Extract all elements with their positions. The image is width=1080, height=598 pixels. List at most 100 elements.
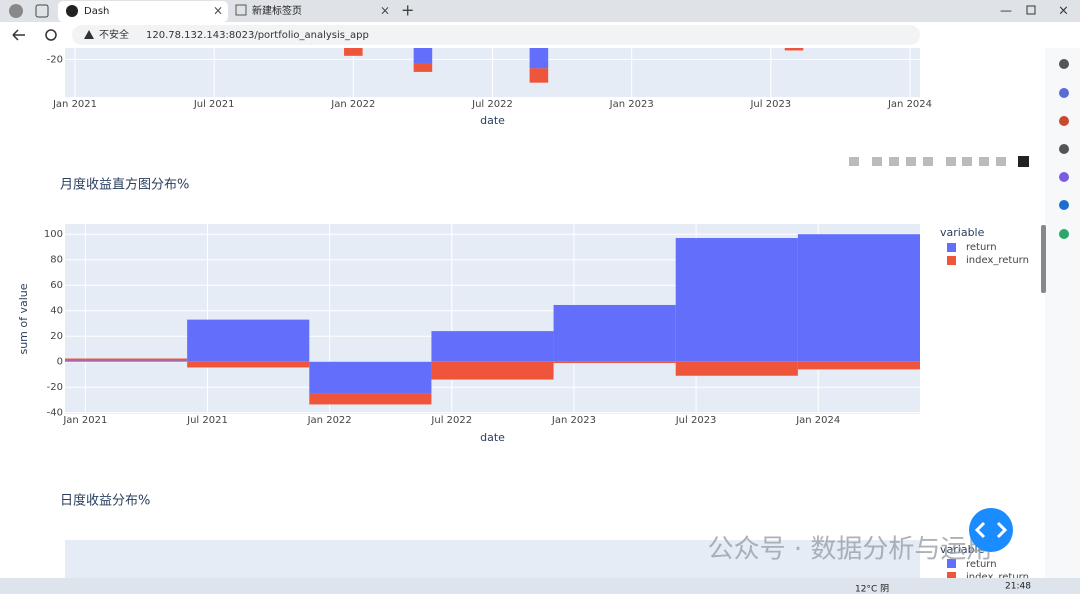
sidebar — [1045, 48, 1080, 578]
modebar-button[interactable] — [906, 157, 916, 166]
icon[interactable] — [1059, 200, 1069, 210]
back[interactable] — [12, 29, 25, 41]
clock: 21:48 — [1005, 582, 1031, 592]
icon[interactable] — [1059, 144, 1069, 154]
modebar-button[interactable] — [872, 157, 882, 166]
icon[interactable] — [1059, 88, 1069, 98]
tab-bar — [0, 0, 1080, 22]
x-tick-label: Jul 2023 — [749, 99, 791, 110]
bar — [413, 62, 433, 72]
bar — [553, 304, 676, 362]
plotly-logo[interactable] — [1018, 156, 1029, 167]
icon[interactable] — [1059, 172, 1069, 182]
x-tick-label: Jan 2024 — [795, 415, 840, 426]
modebar-button[interactable] — [996, 157, 1006, 166]
modebar — [849, 156, 1029, 167]
watermark: 公众号 · 数据分析与运用 — [708, 535, 993, 565]
weather: 12°C 阴 — [855, 584, 889, 595]
code-icon — [974, 521, 1008, 539]
y-tick-label: 80 — [50, 255, 63, 266]
icon[interactable] — [1059, 229, 1069, 239]
y-tick-label: 40 — [50, 306, 63, 317]
legend-title: variable — [940, 226, 985, 239]
sidebar-icons — [1059, 59, 1069, 239]
x-axis-label: date — [480, 114, 505, 127]
bar — [553, 361, 676, 363]
plot-bg — [65, 540, 920, 580]
scrollbar[interactable] — [1041, 225, 1046, 293]
y-tick-label: -20 — [47, 54, 63, 65]
x-tick-label: Jul 2021 — [193, 99, 235, 110]
x-tick-label: Jan 2022 — [330, 99, 375, 110]
bar — [431, 331, 554, 362]
modebar-button[interactable] — [979, 157, 989, 166]
maximize[interactable] — [1026, 5, 1036, 15]
y-tick-label: -20 — [47, 382, 63, 393]
new-tab[interactable]: + — [401, 1, 414, 20]
close-window[interactable]: × — [1058, 4, 1069, 19]
bar — [529, 68, 549, 83]
close[interactable]: × — [213, 4, 223, 18]
x-tick-label: Jan 2021 — [52, 99, 97, 110]
x-tick-label: Jul 2022 — [471, 99, 513, 110]
bar — [187, 319, 310, 362]
bar — [797, 361, 920, 370]
bar — [675, 238, 798, 362]
y-axis-label: sum of value — [17, 283, 30, 354]
tab-title: 新建标签页 — [252, 4, 302, 17]
x-tick-label: Jan 2021 — [62, 415, 107, 426]
legend-label: return — [966, 559, 997, 570]
dash-app: -20 Jan 2021 Jul 2021 Jan 2022 Jul 2022 Jan 2… — [17, 20, 1029, 444]
x-tick-label: Jan 2023 — [551, 415, 596, 426]
bar — [187, 361, 310, 368]
address-bar[interactable] — [72, 25, 920, 45]
x-tick-label: Jul 2023 — [675, 415, 717, 426]
x-tick-label: Jul 2022 — [430, 415, 472, 426]
favicon — [66, 5, 78, 17]
legend-swatch — [947, 256, 956, 265]
bar — [431, 361, 554, 380]
chart-title: 月度收益直方图分布% — [60, 177, 189, 193]
icon[interactable] — [1059, 116, 1069, 126]
tab-title: Dash — [84, 6, 109, 17]
x-tick-label: Jan 2022 — [307, 415, 352, 426]
warning-icon — [84, 30, 94, 39]
bar — [675, 361, 798, 376]
bar — [65, 360, 188, 362]
float-button[interactable] — [969, 508, 1013, 552]
bar — [797, 234, 920, 362]
y-tick-label: -40 — [47, 408, 63, 419]
url: 120.78.132.143:8023/portfolio_analysis_a… — [146, 30, 369, 41]
y-tick-label: 100 — [44, 229, 63, 240]
reload[interactable] — [45, 29, 57, 41]
legend-swatch — [947, 243, 956, 252]
legend-title: variable — [940, 543, 985, 556]
modebar-button[interactable] — [946, 157, 956, 166]
y-tick-label: 0 — [57, 357, 63, 368]
y-tick-label: 20 — [50, 331, 63, 342]
x-axis-label: date — [480, 431, 505, 444]
modebar-button[interactable] — [962, 157, 972, 166]
taskbar — [0, 578, 1080, 594]
x-tick-label: Jan 2023 — [609, 99, 654, 110]
section-title: 日度收益分布% — [60, 493, 150, 509]
y-tick-label: 60 — [50, 280, 63, 291]
modebar-button[interactable] — [923, 157, 933, 166]
tab-active[interactable] — [58, 1, 228, 22]
legend-swatch — [947, 572, 956, 581]
bar — [309, 393, 432, 405]
profile[interactable] — [9, 4, 23, 18]
legend-label: index_return — [966, 572, 1029, 583]
modebar-button[interactable] — [889, 157, 899, 166]
legend-label: return — [966, 242, 997, 253]
bar — [65, 358, 188, 361]
modebar-button[interactable] — [849, 157, 859, 166]
minimize[interactable]: — — [1000, 4, 1012, 18]
security-label: 不安全 — [99, 28, 129, 41]
close[interactable]: × — [380, 4, 390, 18]
bar — [309, 361, 432, 394]
icon[interactable] — [1059, 59, 1069, 69]
tab-actions[interactable] — [35, 4, 49, 18]
